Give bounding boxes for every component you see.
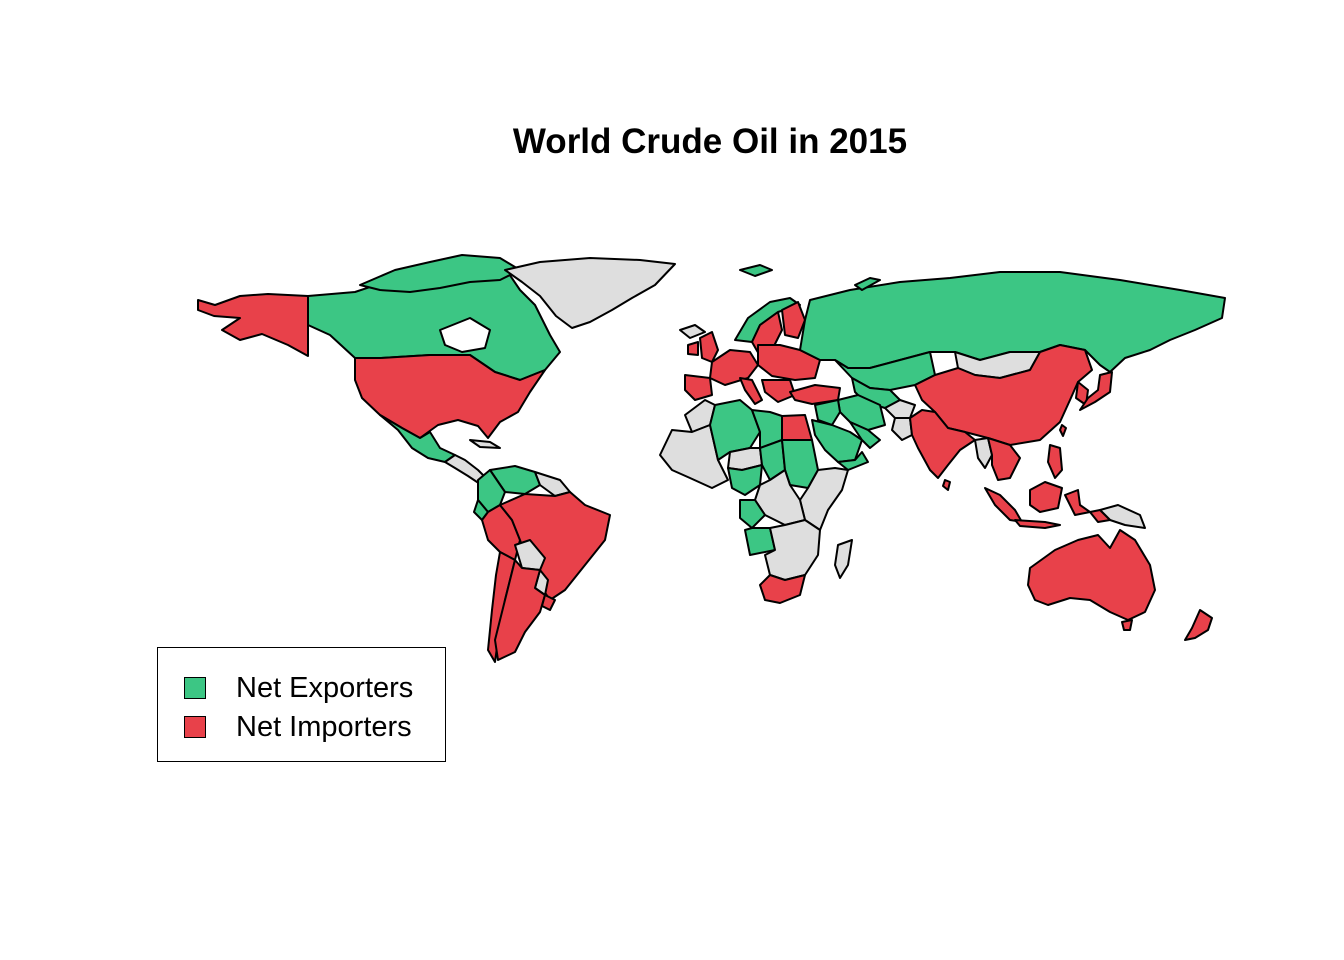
italy	[739, 377, 763, 405]
eastern-europe	[757, 344, 821, 381]
canada-islands	[359, 254, 521, 293]
iraq	[814, 399, 841, 426]
western-europe	[709, 349, 759, 386]
legend-swatch-importers	[184, 716, 206, 738]
novaya-zemlya	[854, 277, 881, 291]
yemen	[837, 451, 869, 471]
map-legend: Net Exporters Net Importers	[157, 647, 446, 762]
southern-africa	[764, 519, 821, 581]
indonesia-java	[1014, 519, 1061, 529]
ireland	[687, 341, 699, 356]
hudson-bay	[439, 317, 491, 353]
gulf-states	[849, 421, 881, 449]
uruguay	[541, 594, 556, 611]
south-africa	[759, 574, 806, 604]
alaska	[197, 293, 309, 357]
indonesia-east	[1064, 489, 1091, 516]
philippines	[1047, 444, 1063, 479]
madagascar	[834, 539, 853, 579]
sri-lanka	[942, 479, 951, 491]
legend-label-exporters: Net Exporters	[236, 671, 414, 704]
finland	[781, 301, 806, 339]
india	[909, 409, 976, 479]
nigeria	[727, 464, 763, 496]
taiwan	[1059, 424, 1067, 437]
afghanistan	[884, 399, 916, 419]
southeast-asia	[987, 437, 1021, 481]
indonesia-borneo	[1029, 481, 1063, 513]
egypt	[781, 414, 813, 441]
new-guinea-west	[1089, 509, 1111, 523]
legend-swatch-exporters	[184, 677, 206, 699]
map-title: World Crude Oil in 2015	[512, 122, 908, 161]
cuba	[469, 439, 501, 449]
japan	[1079, 371, 1113, 411]
new-zealand	[1184, 609, 1213, 641]
iberia	[684, 374, 713, 401]
uk	[699, 331, 719, 363]
pakistan	[891, 417, 913, 441]
legend-item-exporters: Net Exporters	[184, 671, 414, 704]
west-africa	[659, 424, 729, 489]
greenland	[504, 257, 676, 329]
myanmar	[974, 437, 993, 469]
svalbard	[739, 264, 773, 277]
balkans	[761, 379, 796, 403]
legend-label-importers: Net Importers	[236, 710, 412, 743]
bolivia	[514, 539, 546, 571]
legend-item-importers: Net Importers	[184, 710, 412, 743]
gabon-congo	[739, 499, 766, 529]
iceland	[679, 324, 706, 339]
indonesia-sumatra	[984, 487, 1023, 523]
argentina	[494, 559, 546, 661]
tasmania	[1121, 619, 1133, 631]
australia	[1027, 529, 1156, 621]
